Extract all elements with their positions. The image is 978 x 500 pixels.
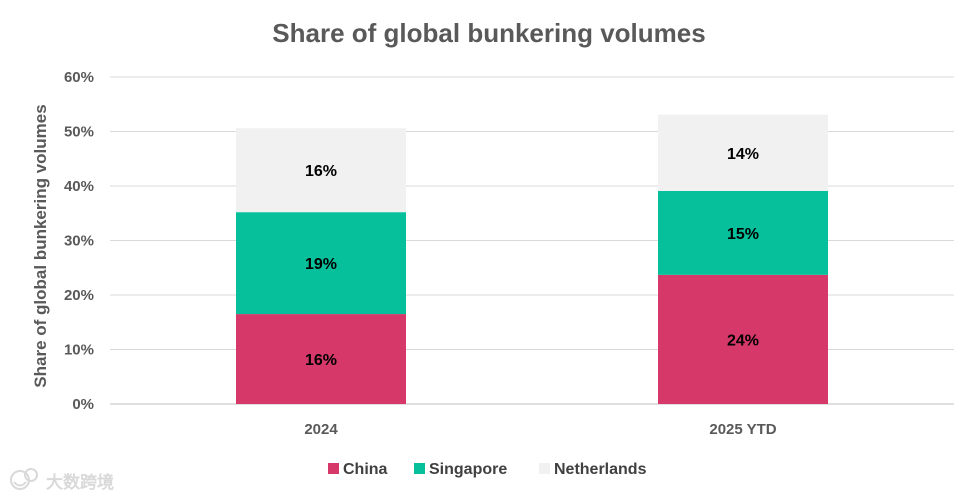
legend-swatch xyxy=(414,463,425,474)
chart-title: Share of global bunkering volumes xyxy=(272,18,705,48)
smile-logo-icon xyxy=(10,468,38,490)
bar-segment xyxy=(658,190,828,275)
legend-label: China xyxy=(343,461,388,478)
bars: 16% 19% 16% 24% 15% 14% xyxy=(236,114,828,404)
y-tick-label: 0% xyxy=(72,396,94,413)
y-axis-label: Share of global bunkering volumes xyxy=(31,104,50,387)
legend: China Singapore Netherlands xyxy=(328,461,647,478)
legend-swatch xyxy=(539,463,550,474)
bar-segment xyxy=(236,128,406,213)
bar-segment xyxy=(236,212,406,315)
data-label: 16% xyxy=(305,352,337,369)
y-tick-label: 30% xyxy=(64,233,94,250)
x-tick-labels: 2024 2025 YTD xyxy=(304,421,776,438)
bar-segment xyxy=(236,314,406,404)
data-label: 19% xyxy=(305,256,337,273)
x-tick-label: 2024 xyxy=(304,421,338,438)
y-tick-label: 60% xyxy=(64,69,94,86)
legend-label: Netherlands xyxy=(554,461,647,478)
data-label: 24% xyxy=(727,332,759,349)
legend-label: Singapore xyxy=(429,461,507,478)
y-tick-label: 10% xyxy=(64,342,94,359)
data-label: 14% xyxy=(727,146,759,163)
bar-segment xyxy=(658,274,828,404)
y-tick-label: 50% xyxy=(64,124,94,141)
y-tick-labels: 0% 10% 20% 30% 40% 50% 60% xyxy=(64,69,94,413)
data-label: 16% xyxy=(305,163,337,180)
watermark-text: 大数跨境 xyxy=(46,472,114,493)
watermark: 大数跨境 xyxy=(10,468,114,493)
legend-swatch xyxy=(328,463,339,474)
x-tick-label: 2025 YTD xyxy=(709,421,776,438)
data-label: 15% xyxy=(727,226,759,243)
y-tick-label: 40% xyxy=(64,178,94,195)
bar-segment xyxy=(658,114,828,191)
y-tick-label: 20% xyxy=(64,287,94,304)
